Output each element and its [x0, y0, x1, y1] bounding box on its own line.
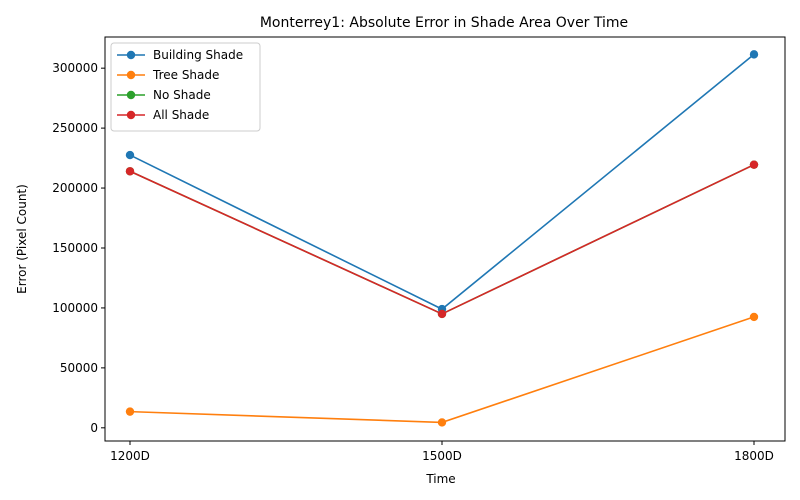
legend-item: No Shade	[117, 88, 211, 102]
y-tick-label: 0	[90, 421, 98, 435]
y-axis: 0 50000 100000 150000 200000 250000 300000	[52, 61, 105, 435]
legend-label: Building Shade	[153, 48, 243, 62]
data-point-all-shade	[125, 167, 135, 176]
legend-marker	[126, 70, 136, 80]
y-tick-label: 250000	[52, 121, 98, 135]
chart-title: Monterrey1: Absolute Error in Shade Area…	[260, 15, 628, 31]
y-tick-label: 150000	[52, 241, 98, 255]
legend-label: All Shade	[153, 108, 209, 122]
data-point-building-shade	[749, 50, 759, 59]
x-axis-label: Time	[425, 472, 455, 486]
legend-item: Tree Shade	[117, 68, 219, 82]
x-tick-label: 1500D	[422, 449, 462, 463]
y-tick-label: 100000	[52, 301, 98, 315]
y-tick-label: 50000	[60, 361, 98, 375]
x-axis: 1200D 1500D 1800D	[110, 441, 774, 463]
legend-label: Tree Shade	[152, 68, 219, 82]
legend-item: Building Shade	[117, 48, 243, 62]
data-point-building-shade	[125, 150, 135, 160]
data-point-all-shade	[437, 309, 447, 319]
y-axis-label: Error (Pixel Count)	[15, 184, 29, 294]
data-point-all-shade	[749, 160, 759, 169]
legend-label: No Shade	[153, 88, 211, 102]
x-tick-label: 1800D	[734, 449, 774, 463]
legend: Building Shade Tree Shade No Shade All Shad…	[110, 42, 261, 132]
legend-marker	[126, 50, 136, 60]
y-tick-label: 300000	[52, 61, 98, 75]
series-layer	[125, 50, 759, 427]
x-tick-label: 1200D	[110, 449, 150, 463]
legend-marker	[126, 110, 136, 120]
legend-box	[110, 42, 261, 132]
legend-marker	[126, 90, 136, 100]
data-point-tree-shade	[125, 407, 135, 416]
y-tick-label: 200000	[52, 181, 98, 195]
data-point-tree-shade	[437, 418, 447, 427]
data-point-tree-shade	[749, 312, 759, 322]
legend-item: All Shade	[117, 108, 209, 122]
